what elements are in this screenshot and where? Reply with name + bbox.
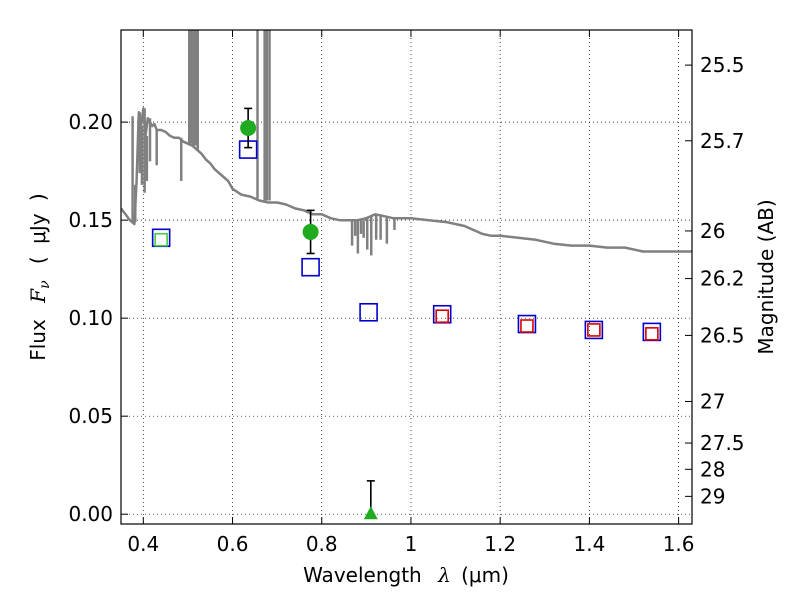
x-tick-label: 0.6 xyxy=(217,532,249,556)
model-square-red-point xyxy=(520,319,534,333)
y2-axis-title: Magnitude (AB) xyxy=(754,199,778,354)
y2-tick-label: 27.5 xyxy=(700,431,745,455)
detection-point xyxy=(302,223,319,240)
model-square-red-point xyxy=(435,309,449,324)
plot-frame xyxy=(120,29,693,525)
y2-tick-label: 25.5 xyxy=(700,53,745,77)
model-square-blue-point xyxy=(359,302,378,322)
y2-tick-label: 28 xyxy=(700,457,725,481)
model-square-blue-point xyxy=(584,320,604,340)
x-tick-label: 0.8 xyxy=(306,532,338,556)
y2-tick-label: 26.5 xyxy=(700,323,745,347)
y2-tick-label: 27 xyxy=(700,389,725,413)
y-tick-label: 0.10 xyxy=(68,306,113,330)
x-tick-label: 1.4 xyxy=(573,532,605,556)
model-square-red-point xyxy=(645,327,659,341)
x-tick-label: 0.4 xyxy=(127,532,159,556)
y2-tick-label: 26 xyxy=(700,219,725,243)
y2-tick-label: 29 xyxy=(700,484,725,508)
y2-tick-label: 26.2 xyxy=(700,267,745,291)
y-axis-right: 25.5 25.7 26 26.2 26.5 27 27.528 29 xyxy=(685,53,745,508)
upper-limit-point xyxy=(363,506,378,520)
y-tick-label: 0.05 xyxy=(68,404,113,428)
model-square-green-point xyxy=(154,232,168,247)
x-axis: 0.4 0.6 0.8 1 1.2 1.4 1.6 xyxy=(127,30,695,556)
grid-lines xyxy=(121,30,692,524)
y-tick-label: 0.20 xyxy=(68,110,113,134)
x-axis-title: Wavelength λ (μm) xyxy=(303,563,509,587)
y2-tick-label: 25.7 xyxy=(700,129,745,153)
x-tick-label: 1 xyxy=(405,532,418,556)
y-axis-title: Flux Fν ( μJy ) xyxy=(26,193,54,361)
y-tick-label: 0.15 xyxy=(68,208,113,232)
y-tick-label: 0.00 xyxy=(68,502,113,526)
y-axis-left: 0.00 0.05 0.10 0.15 0.20 xyxy=(68,110,128,526)
detection-point xyxy=(240,120,257,137)
x-tick-label: 1.2 xyxy=(484,532,516,556)
x-tick-label: 1.6 xyxy=(663,532,695,556)
template-spectrum-line xyxy=(121,107,692,253)
model-square-red-point xyxy=(587,323,601,337)
model-square-blue-point xyxy=(301,257,320,277)
plot-area xyxy=(121,30,692,520)
